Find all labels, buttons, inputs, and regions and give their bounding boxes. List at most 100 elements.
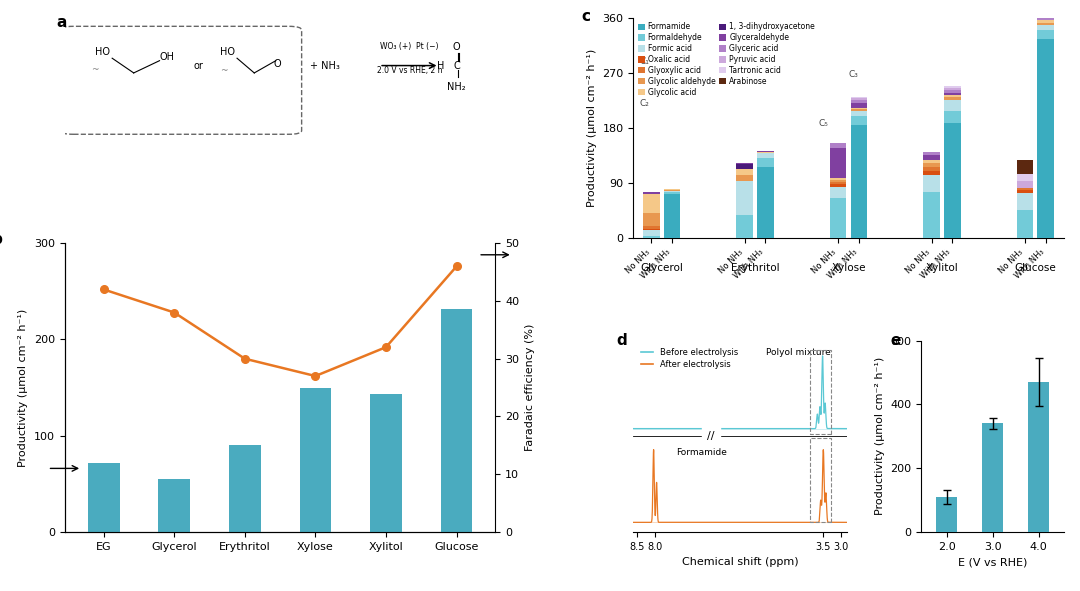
- Bar: [1038, 30, 1054, 39]
- Bar: [829, 187, 847, 198]
- Text: d: d: [616, 333, 626, 348]
- Bar: [757, 151, 773, 152]
- Legend: Before electrolysis, After electrolysis: Before electrolysis, After electrolysis: [637, 345, 742, 372]
- Bar: [829, 198, 847, 238]
- Bar: [851, 98, 867, 100]
- Bar: [851, 108, 867, 109]
- Bar: [829, 184, 847, 187]
- Bar: [1016, 193, 1034, 210]
- X-axis label: E (V vs RHE): E (V vs RHE): [958, 557, 1027, 567]
- Bar: [810, 438, 831, 522]
- Text: OH: OH: [160, 52, 175, 62]
- Bar: [737, 163, 753, 164]
- Bar: [829, 148, 847, 178]
- Text: e: e: [890, 333, 901, 348]
- Bar: [643, 229, 660, 230]
- Text: C₃: C₃: [849, 70, 859, 79]
- Text: HO: HO: [220, 47, 234, 57]
- Bar: [1038, 25, 1054, 30]
- FancyBboxPatch shape: [60, 27, 301, 134]
- Y-axis label: Faradaic efficiency (%): Faradaic efficiency (%): [525, 324, 535, 452]
- Bar: [737, 215, 753, 238]
- Bar: [944, 86, 960, 88]
- Bar: [299, 388, 332, 532]
- Bar: [664, 192, 680, 194]
- Bar: [944, 95, 960, 97]
- Text: H: H: [437, 60, 445, 70]
- Bar: [370, 394, 402, 532]
- Text: ~: ~: [220, 66, 228, 75]
- Bar: [944, 88, 960, 90]
- Text: C₂: C₂: [639, 99, 649, 108]
- Text: //: //: [707, 431, 715, 441]
- Bar: [1038, 20, 1054, 22]
- Bar: [1038, 0, 1054, 13]
- Bar: [757, 167, 773, 238]
- Bar: [829, 178, 847, 180]
- Text: Glucose: Glucose: [1014, 264, 1056, 274]
- Bar: [810, 350, 831, 434]
- Bar: [737, 164, 753, 168]
- Text: Xylitol: Xylitol: [926, 264, 958, 274]
- Bar: [923, 160, 940, 163]
- Bar: [851, 96, 867, 98]
- Bar: [944, 123, 960, 238]
- Text: O: O: [453, 41, 460, 51]
- Bar: [944, 100, 960, 111]
- Bar: [1038, 22, 1054, 25]
- Y-axis label: Productivity (μmol cm⁻² h⁻¹): Productivity (μmol cm⁻² h⁻¹): [18, 309, 28, 467]
- Y-axis label: Productivity (μmol cm⁻² h⁻¹): Productivity (μmol cm⁻² h⁻¹): [875, 357, 885, 515]
- Bar: [1016, 210, 1034, 238]
- Text: C₁: C₁: [639, 57, 649, 66]
- Bar: [664, 191, 680, 192]
- Bar: [737, 168, 753, 175]
- Bar: [1016, 190, 1034, 193]
- Text: HO: HO: [95, 47, 110, 57]
- Text: Erythritol: Erythritol: [731, 264, 780, 274]
- Text: ~: ~: [91, 64, 98, 74]
- Bar: [1038, 18, 1054, 20]
- Bar: [1016, 160, 1034, 174]
- Bar: [923, 171, 940, 175]
- Text: WO₃ (+)  Pt (−): WO₃ (+) Pt (−): [380, 42, 438, 51]
- Y-axis label: Productivity (μmol cm⁻² h⁻¹): Productivity (μmol cm⁻² h⁻¹): [586, 48, 596, 207]
- Bar: [851, 125, 867, 238]
- Bar: [923, 155, 940, 160]
- Bar: [1016, 181, 1034, 189]
- Text: Xylose: Xylose: [832, 264, 866, 274]
- Text: b: b: [0, 232, 2, 246]
- Bar: [1028, 382, 1049, 532]
- Bar: [923, 175, 940, 192]
- Bar: [1016, 174, 1034, 181]
- Bar: [829, 143, 847, 148]
- Bar: [737, 181, 753, 215]
- Bar: [923, 163, 940, 167]
- Text: Glycerol: Glycerol: [640, 264, 684, 274]
- Bar: [851, 103, 867, 108]
- Bar: [923, 192, 940, 238]
- Text: or: or: [193, 60, 203, 70]
- Bar: [851, 115, 867, 125]
- Text: c: c: [581, 9, 591, 24]
- Text: C: C: [454, 60, 460, 70]
- Text: C₅: C₅: [819, 119, 828, 128]
- Text: + NH₃: + NH₃: [310, 60, 340, 70]
- Bar: [936, 497, 957, 532]
- Bar: [944, 111, 960, 123]
- Bar: [643, 226, 660, 229]
- Bar: [1038, 39, 1054, 238]
- Bar: [643, 192, 660, 194]
- Bar: [757, 153, 773, 154]
- Bar: [1016, 189, 1034, 190]
- Bar: [851, 109, 867, 111]
- Bar: [643, 236, 660, 238]
- Bar: [757, 158, 773, 167]
- Bar: [923, 151, 940, 155]
- Bar: [1038, 13, 1054, 18]
- Text: a: a: [56, 15, 67, 30]
- Bar: [757, 154, 773, 158]
- Bar: [643, 194, 660, 213]
- Bar: [229, 445, 260, 532]
- Bar: [944, 90, 960, 93]
- Bar: [829, 182, 847, 184]
